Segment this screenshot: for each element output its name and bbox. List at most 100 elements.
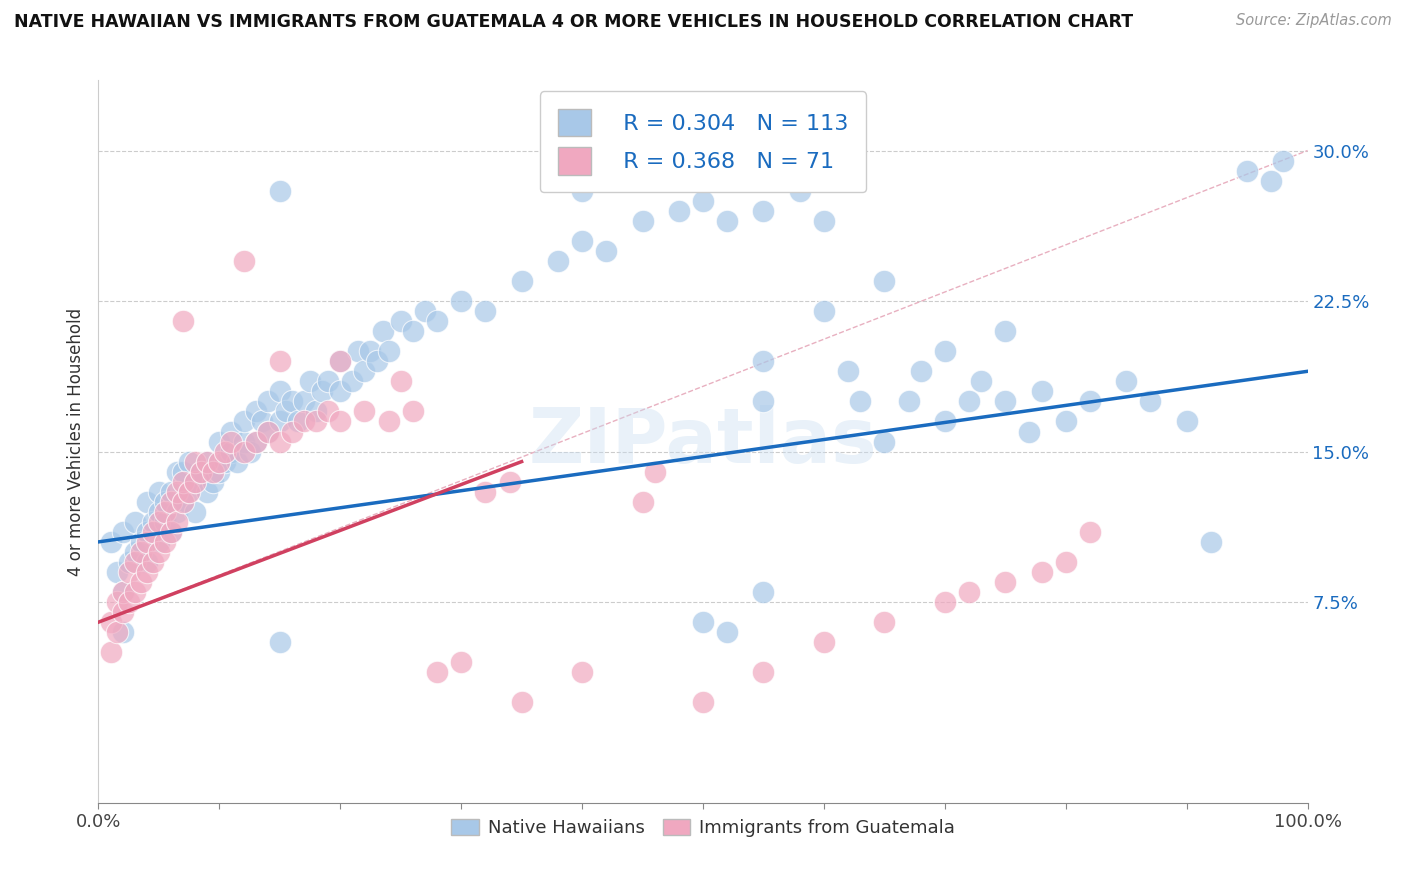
Point	[269, 354, 291, 368]
Point	[631, 494, 654, 508]
Point	[269, 414, 291, 429]
Point	[142, 524, 165, 539]
Point	[389, 375, 412, 389]
Point	[184, 505, 207, 519]
Point	[873, 274, 896, 288]
Point	[692, 696, 714, 710]
Point	[172, 475, 194, 489]
Point	[148, 515, 170, 529]
Point	[498, 475, 520, 489]
Point	[172, 314, 194, 328]
Point	[111, 585, 134, 599]
Point	[347, 344, 370, 359]
Point	[377, 344, 399, 359]
Point	[214, 444, 236, 458]
Point	[105, 565, 128, 579]
Legend: Native Hawaiians, Immigrants from Guatemala: Native Hawaiians, Immigrants from Guatem…	[444, 812, 962, 845]
Point	[366, 354, 388, 368]
Point	[269, 184, 291, 198]
Point	[957, 585, 980, 599]
Point	[1078, 394, 1101, 409]
Point	[153, 505, 176, 519]
Point	[172, 494, 194, 508]
Point	[208, 434, 231, 449]
Point	[571, 665, 593, 680]
Point	[994, 394, 1017, 409]
Point	[105, 595, 128, 609]
Point	[221, 434, 243, 449]
Point	[342, 375, 364, 389]
Point	[190, 465, 212, 479]
Point	[1115, 375, 1137, 389]
Point	[316, 375, 339, 389]
Point	[135, 535, 157, 549]
Point	[329, 354, 352, 368]
Point	[184, 475, 207, 489]
Point	[179, 455, 201, 469]
Point	[353, 404, 375, 418]
Point	[100, 615, 122, 630]
Point	[148, 535, 170, 549]
Point	[153, 535, 176, 549]
Point	[208, 455, 231, 469]
Point	[692, 615, 714, 630]
Point	[316, 404, 339, 418]
Y-axis label: 4 or more Vehicles in Household: 4 or more Vehicles in Household	[66, 308, 84, 575]
Text: Source: ZipAtlas.com: Source: ZipAtlas.com	[1236, 13, 1392, 29]
Point	[111, 585, 134, 599]
Point	[135, 565, 157, 579]
Point	[1031, 565, 1053, 579]
Point	[166, 465, 188, 479]
Point	[239, 444, 262, 458]
Text: NATIVE HAWAIIAN VS IMMIGRANTS FROM GUATEMALA 4 OR MORE VEHICLES IN HOUSEHOLD COR: NATIVE HAWAIIAN VS IMMIGRANTS FROM GUATE…	[14, 13, 1133, 31]
Point	[153, 515, 176, 529]
Point	[957, 394, 980, 409]
Point	[813, 304, 835, 318]
Point	[305, 414, 328, 429]
Point	[547, 254, 569, 268]
Point	[160, 484, 183, 499]
Point	[274, 404, 297, 418]
Point	[994, 575, 1017, 590]
Point	[269, 434, 291, 449]
Point	[371, 324, 394, 338]
Point	[402, 404, 425, 418]
Point	[221, 425, 243, 439]
Point	[232, 254, 254, 268]
Point	[118, 595, 141, 609]
Point	[571, 234, 593, 248]
Point	[934, 414, 956, 429]
Point	[849, 394, 872, 409]
Point	[752, 394, 775, 409]
Point	[184, 475, 207, 489]
Point	[329, 384, 352, 399]
Point	[245, 434, 267, 449]
Point	[716, 625, 738, 640]
Point	[752, 203, 775, 218]
Point	[245, 434, 267, 449]
Point	[571, 184, 593, 198]
Point	[292, 414, 315, 429]
Point	[160, 494, 183, 508]
Point	[910, 364, 932, 378]
Point	[1139, 394, 1161, 409]
Point	[221, 444, 243, 458]
Point	[813, 635, 835, 649]
Point	[124, 555, 146, 569]
Point	[256, 425, 278, 439]
Point	[510, 274, 533, 288]
Point	[1260, 174, 1282, 188]
Point	[668, 203, 690, 218]
Point	[129, 545, 152, 559]
Point	[281, 394, 304, 409]
Point	[105, 625, 128, 640]
Point	[142, 515, 165, 529]
Point	[172, 465, 194, 479]
Point	[360, 344, 382, 359]
Point	[450, 294, 472, 309]
Point	[1031, 384, 1053, 399]
Point	[413, 304, 436, 318]
Point	[118, 565, 141, 579]
Point	[129, 535, 152, 549]
Point	[179, 484, 201, 499]
